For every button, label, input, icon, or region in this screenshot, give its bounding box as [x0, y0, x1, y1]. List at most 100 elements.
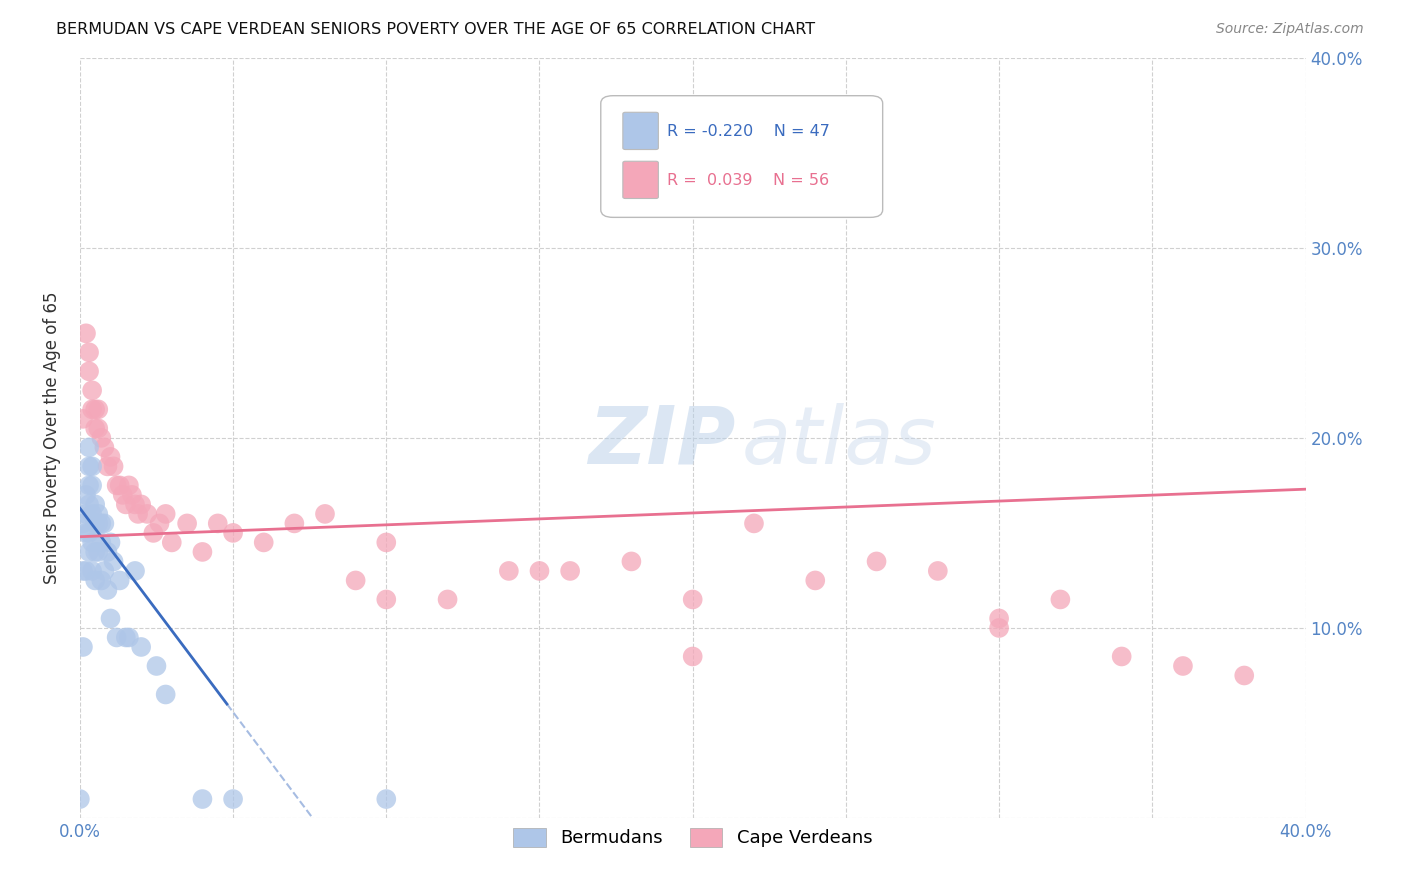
Point [96, 545, 118, 559]
Point [1111, 649, 1133, 664]
Point [1171, 659, 1194, 673]
Point [436, 592, 458, 607]
Point [93, 441, 115, 455]
Point [124, 497, 146, 511]
Point [100, 611, 122, 625]
Point [84, 545, 107, 559]
Point [1049, 592, 1071, 607]
Point [77, 364, 100, 378]
Point [90, 535, 112, 549]
Point [145, 659, 167, 673]
Point [103, 554, 125, 568]
FancyBboxPatch shape [600, 95, 883, 218]
Point [988, 611, 1011, 625]
Point [620, 554, 643, 568]
Point [96, 582, 118, 597]
Point [103, 459, 125, 474]
Point [82, 535, 104, 549]
Point [111, 488, 134, 502]
Point [375, 792, 398, 806]
Point [82, 384, 104, 398]
Point [742, 516, 765, 531]
Point [108, 478, 131, 492]
Point [77, 441, 100, 455]
Point [93, 564, 115, 578]
Point [558, 564, 581, 578]
Point [253, 535, 276, 549]
Point [682, 592, 704, 607]
Point [84, 402, 107, 417]
Point [77, 345, 100, 359]
Point [87, 516, 110, 531]
Point [84, 421, 107, 435]
Point [155, 688, 177, 702]
Point [988, 621, 1011, 635]
Text: ZIP: ZIP [589, 402, 735, 481]
Point [865, 554, 887, 568]
Point [75, 564, 97, 578]
Text: R = -0.220    N = 47: R = -0.220 N = 47 [666, 124, 830, 139]
Point [105, 631, 128, 645]
Point [77, 525, 100, 540]
Point [82, 402, 104, 417]
Point [129, 640, 152, 654]
Point [114, 631, 136, 645]
Point [90, 431, 112, 445]
Point [191, 792, 214, 806]
Point [69, 792, 91, 806]
Point [124, 564, 146, 578]
Point [82, 478, 104, 492]
Point [82, 564, 104, 578]
Point [155, 507, 177, 521]
Point [90, 516, 112, 531]
FancyBboxPatch shape [623, 112, 658, 150]
Point [498, 564, 520, 578]
Point [136, 507, 159, 521]
Point [207, 516, 229, 531]
Point [148, 516, 170, 531]
Point [191, 545, 214, 559]
Point [87, 421, 110, 435]
Point [84, 574, 107, 588]
Point [87, 402, 110, 417]
Point [1233, 668, 1256, 682]
Point [344, 574, 367, 588]
Point [114, 497, 136, 511]
Point [82, 459, 104, 474]
Point [127, 507, 149, 521]
Point [529, 564, 551, 578]
Point [75, 488, 97, 502]
Point [100, 450, 122, 464]
Point [75, 326, 97, 341]
Point [72, 564, 94, 578]
Point [314, 507, 336, 521]
Point [72, 516, 94, 531]
Point [142, 525, 165, 540]
Text: R =  0.039    N = 56: R = 0.039 N = 56 [666, 173, 830, 187]
Text: Source: ZipAtlas.com: Source: ZipAtlas.com [1216, 22, 1364, 37]
Point [82, 507, 104, 521]
Point [75, 525, 97, 540]
Point [77, 545, 100, 559]
Point [84, 497, 107, 511]
Point [121, 488, 143, 502]
Point [75, 507, 97, 521]
Point [96, 459, 118, 474]
Point [72, 640, 94, 654]
Point [375, 592, 398, 607]
Legend: Bermudans, Cape Verdeans: Bermudans, Cape Verdeans [506, 821, 880, 855]
Point [87, 507, 110, 521]
Point [283, 516, 305, 531]
Point [927, 564, 949, 578]
Point [77, 497, 100, 511]
Point [375, 535, 398, 549]
Point [72, 412, 94, 426]
Point [222, 525, 245, 540]
Y-axis label: Seniors Poverty Over the Age of 65: Seniors Poverty Over the Age of 65 [44, 292, 60, 584]
Point [93, 516, 115, 531]
Point [176, 516, 198, 531]
Point [87, 545, 110, 559]
Point [160, 535, 183, 549]
Point [118, 478, 141, 492]
Point [804, 574, 827, 588]
